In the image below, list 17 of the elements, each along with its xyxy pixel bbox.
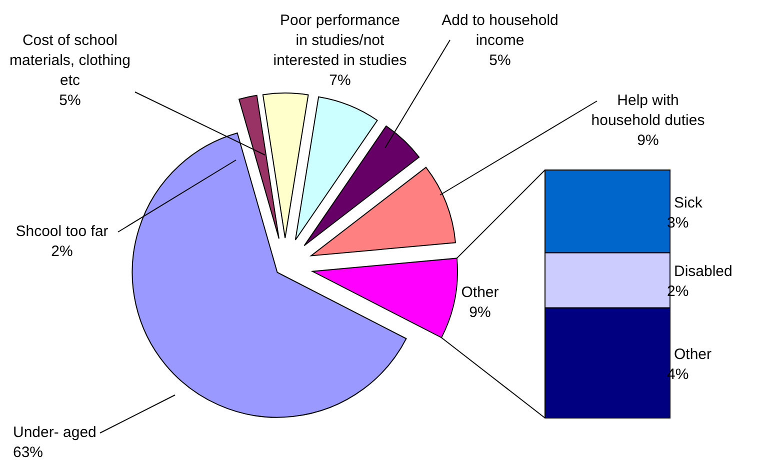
data-label: 7% [329, 72, 351, 89]
data-label: 5% [59, 92, 81, 109]
data-label: 5% [489, 52, 511, 69]
series-label: Other [674, 346, 712, 363]
slice-label: Help with household duties [591, 92, 705, 129]
series-label: Disabled [674, 263, 732, 280]
data-label: 9% [469, 304, 491, 321]
slice-label: Add to household income [442, 12, 558, 49]
data-label: 9% [637, 132, 659, 149]
slice-label: Under- aged [13, 424, 96, 441]
slice-label: Shcool too far [16, 223, 108, 240]
data-label: 2% [51, 243, 73, 260]
slice-label: Other [461, 284, 499, 301]
slice-label: Poor performance in studies/not interested in studies [273, 12, 407, 69]
data-label: 63% [13, 444, 44, 461]
slice-label: Cost of school materials, clothing etc [10, 32, 130, 89]
series-label: Sick [674, 194, 703, 212]
